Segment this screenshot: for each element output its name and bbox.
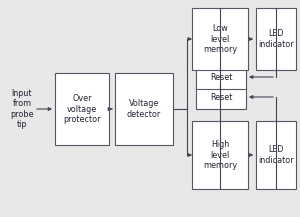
Text: LED
indicator: LED indicator <box>258 29 294 49</box>
Text: High
level
memory: High level memory <box>203 140 237 170</box>
Bar <box>192 121 248 189</box>
Text: Over
voltage
protector: Over voltage protector <box>63 94 101 124</box>
Text: Low
level
memory: Low level memory <box>203 24 237 54</box>
Bar <box>55 73 109 145</box>
Text: Reset: Reset <box>210 72 232 82</box>
Text: LED
indicator: LED indicator <box>258 145 294 165</box>
Bar <box>115 73 173 145</box>
Bar <box>196 85 246 109</box>
Bar <box>256 8 296 70</box>
Bar <box>196 65 246 89</box>
Bar <box>256 121 296 189</box>
Text: Voltage
detector: Voltage detector <box>127 99 161 119</box>
Text: Reset: Reset <box>210 92 232 102</box>
Text: Input
from
probe
tip: Input from probe tip <box>10 89 34 129</box>
Bar <box>192 8 248 70</box>
